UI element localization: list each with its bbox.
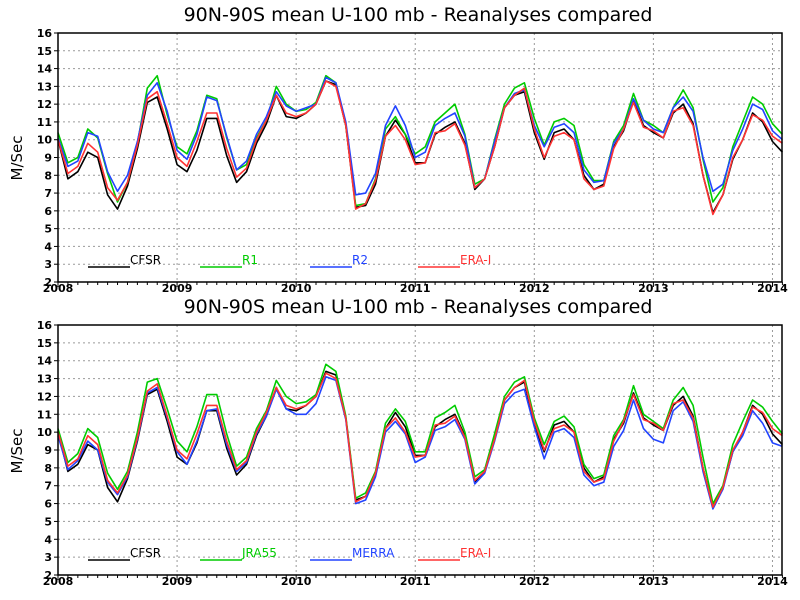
bottom-chart-legend: CFSR JRA55 MERRA ERA-I bbox=[88, 546, 491, 561]
y-tick-label: 16 bbox=[37, 319, 53, 332]
legend-label: R2 bbox=[352, 253, 368, 267]
series-line-r1 bbox=[57, 74, 783, 207]
x-tick-label: 2012 bbox=[519, 282, 550, 295]
top-chart-series bbox=[57, 74, 783, 216]
top-chart-plot-frame bbox=[57, 32, 783, 283]
y-tick-label: 6 bbox=[44, 205, 52, 218]
y-tick-label: 3 bbox=[44, 258, 52, 271]
series-line-r2 bbox=[57, 76, 783, 196]
y-tick-label: 11 bbox=[37, 116, 52, 129]
y-tick-label: 9 bbox=[44, 152, 52, 165]
y-tick-label: 3 bbox=[44, 551, 52, 564]
legend-label: ERA-I bbox=[460, 546, 491, 560]
y-tick-label: 13 bbox=[37, 80, 52, 93]
top-chart-y-ticks: 2 3 4 5 6 7 8 9 10 11 12 13 14 15 16 bbox=[37, 27, 58, 289]
bottom-chart-y-axis-label: M/Sec bbox=[8, 429, 26, 474]
x-tick-label: 2010 bbox=[281, 575, 312, 588]
series-line-era-i bbox=[57, 372, 783, 508]
y-tick-label: 6 bbox=[44, 498, 52, 511]
legend-label: R1 bbox=[242, 253, 258, 267]
bottom-chart-y-ticks: 2 3 4 5 6 7 8 9 10 11 12 13 14 15 16 bbox=[37, 319, 58, 582]
y-tick-label: 7 bbox=[44, 187, 52, 200]
x-tick-label: 2008 bbox=[43, 282, 74, 295]
x-tick-label: 2014 bbox=[757, 575, 788, 588]
top-chart: 90N-90S mean U-100 mb - Reanalyses compa… bbox=[8, 4, 788, 295]
x-tick-label: 2013 bbox=[638, 575, 669, 588]
x-tick-label: 2011 bbox=[400, 282, 431, 295]
y-tick-label: 2 bbox=[44, 569, 52, 582]
top-chart-legend: CFSR R1 R2 ERA-I bbox=[88, 253, 491, 268]
y-tick-label: 10 bbox=[37, 134, 53, 147]
y-tick-label: 12 bbox=[37, 390, 52, 403]
y-tick-label: 11 bbox=[37, 408, 52, 421]
x-tick-label: 2012 bbox=[519, 575, 550, 588]
x-tick-label: 2011 bbox=[400, 575, 431, 588]
bottom-chart-series bbox=[57, 363, 784, 510]
y-tick-label: 14 bbox=[37, 63, 53, 76]
y-tick-label: 13 bbox=[37, 373, 52, 386]
bottom-chart: 90N-90S mean U-100 mb - Reanalyses compa… bbox=[8, 296, 788, 588]
top-chart-title: 90N-90S mean U-100 mb - Reanalyses compa… bbox=[184, 4, 653, 26]
bottom-chart-grid bbox=[58, 325, 782, 575]
y-tick-label: 2 bbox=[44, 276, 52, 289]
legend-label: ERA-I bbox=[460, 253, 491, 267]
y-tick-label: 5 bbox=[44, 223, 52, 236]
y-tick-label: 4 bbox=[44, 240, 52, 253]
series-line-merra bbox=[57, 375, 783, 510]
y-tick-label: 5 bbox=[44, 515, 52, 528]
x-tick-label: 2009 bbox=[162, 575, 193, 588]
series-line-jra55 bbox=[57, 363, 784, 505]
legend-label: CFSR bbox=[130, 253, 161, 267]
x-tick-label: 2008 bbox=[43, 575, 74, 588]
series-line-cfsr bbox=[57, 370, 783, 508]
top-chart-x-ticks: 2008 2009 2010 2011 2012 2013 2014 bbox=[43, 282, 788, 295]
y-tick-label: 8 bbox=[44, 169, 52, 182]
y-tick-label: 12 bbox=[37, 98, 52, 111]
top-chart-y-axis-label: M/Sec bbox=[8, 136, 26, 181]
y-tick-label: 14 bbox=[37, 355, 53, 368]
bottom-chart-plot-frame bbox=[57, 324, 783, 576]
y-tick-label: 4 bbox=[44, 533, 52, 546]
x-tick-label: 2014 bbox=[757, 282, 788, 295]
y-tick-label: 16 bbox=[37, 27, 53, 40]
series-line-era-i bbox=[57, 80, 783, 216]
legend-label: MERRA bbox=[352, 546, 395, 560]
x-tick-label: 2009 bbox=[162, 282, 193, 295]
y-tick-label: 7 bbox=[44, 480, 52, 493]
legend-label: CFSR bbox=[130, 546, 161, 560]
x-tick-label: 2013 bbox=[638, 282, 669, 295]
x-tick-label: 2010 bbox=[281, 282, 312, 295]
bottom-chart-title: 90N-90S mean U-100 mb - Reanalyses compa… bbox=[184, 296, 653, 318]
y-tick-label: 10 bbox=[37, 426, 53, 439]
top-chart-grid bbox=[58, 33, 782, 282]
y-tick-label: 9 bbox=[44, 444, 52, 457]
legend-label: JRA55 bbox=[241, 546, 277, 560]
y-tick-label: 15 bbox=[37, 337, 52, 350]
y-tick-label: 15 bbox=[37, 45, 52, 58]
y-tick-label: 8 bbox=[44, 462, 52, 475]
bottom-chart-x-ticks: 2008 2009 2010 2011 2012 2013 2014 bbox=[43, 575, 788, 588]
